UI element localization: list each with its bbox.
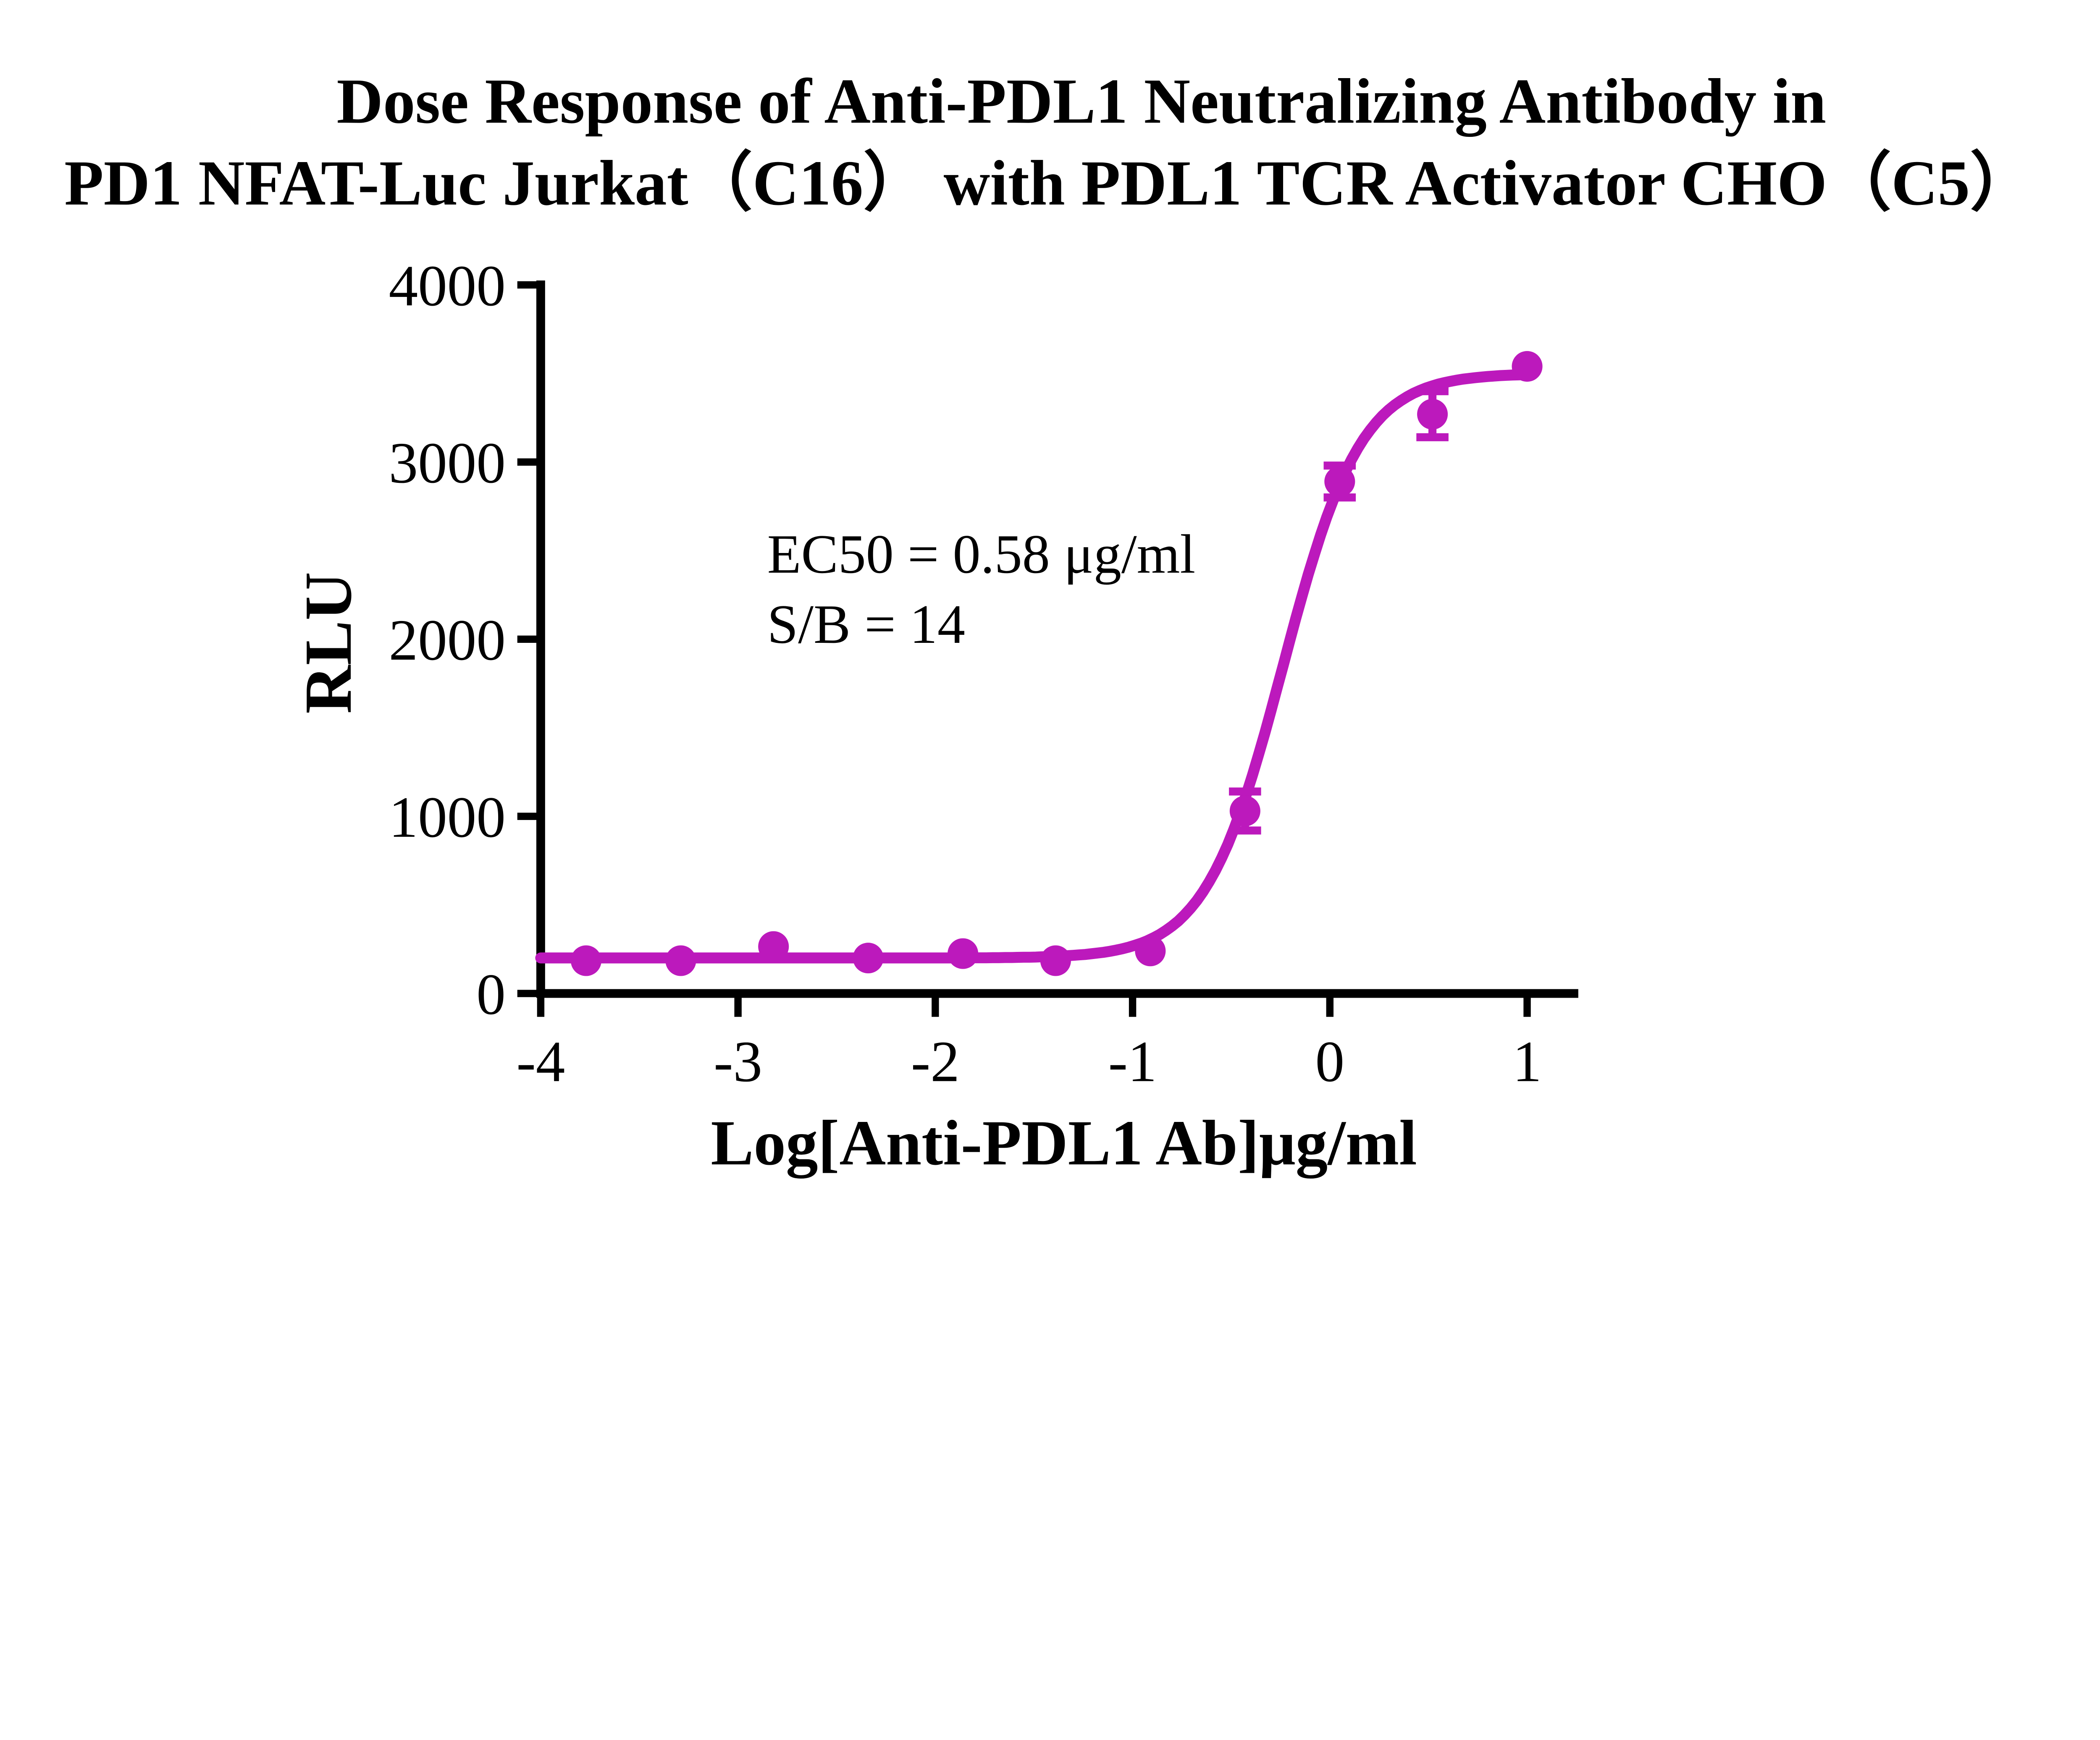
x-tick-label: -1 [1108,1030,1157,1094]
fit-curve [535,369,1537,964]
x-tick-label: -4 [516,1030,565,1094]
axes: 0 1000 2000 3000 4000 -4 -3 -2 -1 0 1 [389,254,1578,1094]
chart-title-line1: Dose Response of Anti-PDL1 Neutralizing … [337,66,1827,137]
dose-response-chart: Dose Response of Anti-PDL1 Neutralizing … [0,0,2100,1211]
y-tick-label: 0 [476,962,506,1027]
data-point [853,943,884,974]
annotation-sb: S/B = 14 [767,593,965,655]
y-axis-label: RLU [291,572,365,714]
annotation-ec50: EC50 = 0.58 μg/ml [767,523,1195,585]
data-point [1040,945,1071,976]
data-point [948,938,979,969]
y-tick-label: 1000 [389,785,506,850]
chart-background [0,0,2100,1211]
data-point [1324,466,1355,497]
x-tick-label: 1 [1512,1030,1542,1094]
data-point [1229,795,1260,827]
data-point [570,945,601,976]
plot-series [535,351,1543,976]
dose-response-figure: Dose Response of Anti-PDL1 Neutralizing … [0,0,2100,1211]
data-point [1417,398,1448,430]
data-point [665,945,696,976]
chart-title-line2: PD1 NFAT-Luc Jurkat（C16） with PDL1 TCR A… [64,148,2034,219]
y-tick-label: 4000 [389,254,506,318]
y-tick-label: 3000 [389,431,506,495]
data-point [1512,351,1543,382]
x-tick-label: -3 [714,1030,762,1094]
x-axis-label: Log[Anti-PDL1 Ab]μg/ml [711,1108,1417,1179]
x-tick-label: -2 [911,1030,960,1094]
data-point [758,931,789,962]
data-point [1135,936,1166,967]
x-tick-label: 0 [1315,1030,1345,1094]
y-tick-label: 2000 [389,608,506,673]
